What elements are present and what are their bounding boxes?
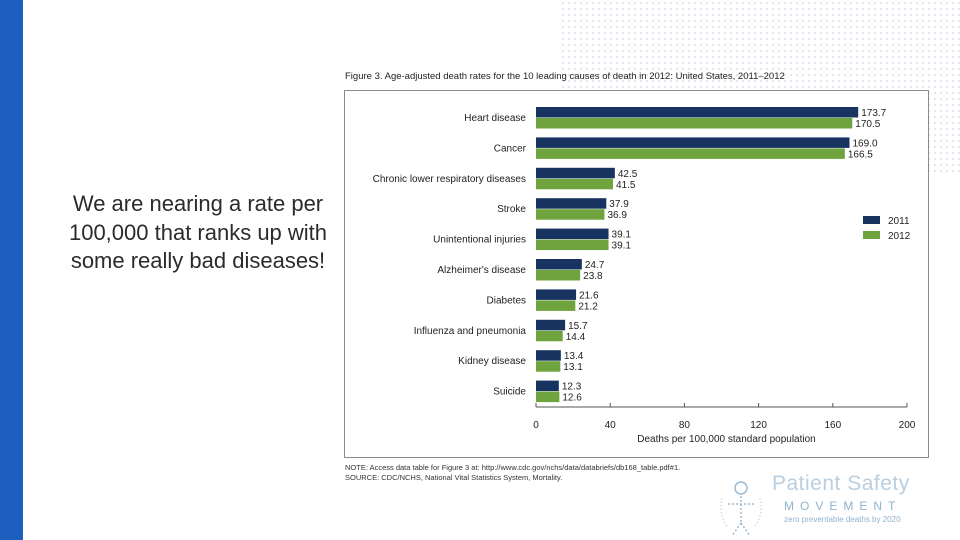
accent-bar (0, 0, 23, 540)
logo-subtitle: MOVEMENT (784, 499, 902, 513)
data-label: 13.4 (564, 351, 584, 362)
bar-2012 (536, 239, 609, 251)
chart-notes: NOTE: Access data table for Figure 3 at:… (345, 463, 905, 483)
figure-icon (720, 481, 762, 537)
bar-2011 (536, 319, 566, 331)
x-axis-title: Deaths per 100,000 standard population (637, 434, 815, 445)
x-tick-label: 200 (899, 420, 916, 431)
category-label: Stroke (497, 204, 526, 215)
bar-2012 (536, 178, 613, 190)
data-label: 42.5 (618, 169, 638, 180)
data-label: 173.7 (861, 108, 886, 119)
bar-2012 (536, 209, 605, 220)
patient-safety-logo: Patient Safety MOVEMENT zero preventable… (712, 472, 952, 540)
category-label: Heart disease (464, 113, 526, 124)
x-tick-label: 40 (605, 420, 617, 431)
category-label: Unintentional injuries (433, 235, 526, 246)
bar-2012 (536, 330, 563, 342)
logo-tagline: zero preventable deaths by 2020 (784, 515, 901, 524)
note-text: NOTE: Access data table for Figure 3 at:… (345, 463, 681, 472)
data-label: 41.5 (616, 180, 636, 191)
bar-2011 (536, 289, 577, 300)
data-label: 169.0 (852, 138, 877, 149)
data-label: 21.2 (578, 301, 598, 312)
data-label: 24.7 (585, 260, 605, 271)
legend-swatch-2012 (863, 231, 880, 239)
data-label: 15.7 (568, 321, 588, 332)
slide-headline: We are nearing a rate per 100,000 that r… (68, 191, 328, 273)
x-tick-label: 80 (679, 420, 691, 431)
category-label: Suicide (493, 387, 526, 398)
category-label: Alzheimer's disease (437, 265, 526, 276)
data-label: 12.3 (562, 382, 582, 393)
legend-label: 2011 (888, 216, 910, 227)
category-label: Kidney disease (458, 356, 526, 367)
data-label: 36.9 (607, 210, 627, 221)
bar-2012 (536, 391, 560, 403)
bar-2012 (536, 361, 561, 372)
bar-2011 (536, 167, 615, 179)
data-label: 13.1 (563, 362, 583, 373)
data-label: 21.6 (579, 290, 599, 301)
chart-frame: Heart disease 173.7 170.5 Cancer 169.0 166.5 C… (344, 90, 929, 458)
chart-title: Figure 3. Age-adjusted death rates for t… (345, 71, 785, 82)
logo-name: Patient Safety (772, 472, 910, 495)
bar-2012 (536, 270, 581, 281)
category-label: Diabetes (487, 295, 526, 306)
legend-swatch-2011 (863, 216, 880, 224)
legend-label: 2012 (888, 231, 911, 242)
category-label: Chronic lower respiratory diseases (373, 174, 526, 185)
data-label: 37.9 (609, 199, 629, 210)
x-tick-label: 0 (533, 420, 539, 431)
bar-2012 (536, 148, 845, 159)
data-label: 166.5 (848, 149, 873, 160)
bar-2012 (536, 300, 576, 311)
bar-2011 (536, 198, 607, 209)
data-label: 39.1 (612, 241, 632, 252)
data-label: 23.8 (583, 271, 603, 282)
bar-2011 (536, 350, 561, 361)
bar-2011 (536, 380, 559, 392)
data-label: 170.5 (855, 119, 880, 130)
data-label: 14.4 (566, 332, 586, 343)
data-label: 39.1 (612, 230, 632, 241)
x-tick-label: 120 (750, 420, 767, 431)
bar-2012 (536, 118, 853, 129)
x-tick-label: 160 (824, 420, 841, 431)
source-text: SOURCE: CDC/NCHS, National Vital Statist… (345, 473, 563, 482)
bar-2011 (536, 228, 609, 240)
bar-2011 (536, 107, 859, 118)
bar-2011 (536, 137, 850, 148)
category-label: Cancer (494, 143, 527, 154)
data-label: 12.6 (562, 393, 582, 404)
category-label: Influenza and pneumonia (414, 326, 527, 337)
bar-2011 (536, 259, 582, 270)
